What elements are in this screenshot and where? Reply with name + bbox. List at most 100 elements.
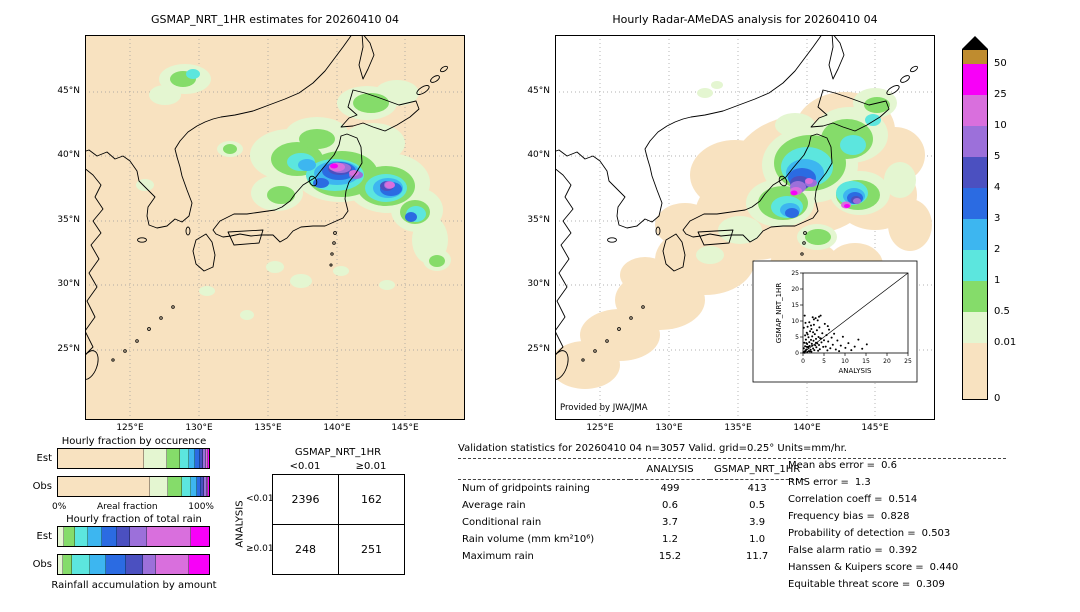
validation-cell-gsmap: 413 <box>747 483 767 494</box>
svg-text:20: 20 <box>883 358 891 365</box>
bar-segment-lightblue <box>190 477 197 496</box>
contingency-cell-miss: 248 <box>272 524 339 575</box>
lat-tick-right: 30°N <box>527 279 550 289</box>
svg-text:10: 10 <box>791 318 799 325</box>
validation-cell-gsmap: 3.9 <box>749 517 766 528</box>
occurrence-bar-est <box>57 448 210 469</box>
contingency-cell-hit: 251 <box>338 524 405 575</box>
rain-accumulation-label: Rainfall accumulation by amount <box>51 580 217 591</box>
colorbar-segment-green <box>963 281 987 312</box>
lat-tick-left: 45°N <box>57 86 80 96</box>
colorbar-tick-label: 3 <box>994 213 1001 224</box>
score-line: Probability of detection = 0.503 <box>788 528 958 545</box>
validation-cell-gsmap: 1.0 <box>749 534 766 545</box>
colorbar-tick-label: 0.5 <box>994 306 1010 317</box>
right-map-title: Hourly Radar-AMeDAS analysis for 2026041… <box>612 13 878 26</box>
inset-x-axis: 0 5 10 15 20 25 <box>801 353 912 365</box>
bar-segment-green <box>168 477 182 496</box>
bar-segment-magenta <box>190 527 209 546</box>
lon-tick-left: 140°E <box>323 423 351 433</box>
validation-row: Conditional rain 3.7 3.9 <box>458 514 804 531</box>
contingency-col-label-ge: ≥0.01 <box>355 461 387 472</box>
score-value: 0.828 <box>880 511 910 522</box>
radar-map-svg: 0 5 10 15 20 25 0 5 10 15 20 25 ANALYSIS GSMAP_NRT… <box>555 35 935 420</box>
svg-text:15: 15 <box>862 358 870 365</box>
contingency-row-axis: ANALYSIS <box>234 500 246 548</box>
title-divider <box>458 458 1006 459</box>
colorbar-tick-label: 4 <box>994 182 1001 193</box>
bar-segment-blue <box>195 449 200 468</box>
svg-text:15: 15 <box>791 302 799 309</box>
bar-segment-lightblue <box>89 555 107 574</box>
score-value: 0.392 <box>888 545 918 556</box>
validation-cell-label: Maximum rain <box>462 551 534 562</box>
validation-cell-analysis: 499 <box>660 483 680 494</box>
score-label: RMS error = <box>788 477 849 488</box>
axis-max-label: 100% <box>188 502 214 512</box>
total-rain-title: Hourly fraction of total rain <box>66 514 202 525</box>
contingency-row-label-ge: ≥0.01 <box>246 544 274 554</box>
validation-cell-analysis: 3.7 <box>662 517 678 528</box>
colorbar-segment-tan <box>963 50 987 64</box>
score-line: Hanssen & Kuipers score = 0.440 <box>788 562 958 579</box>
svg-text:25: 25 <box>904 358 912 365</box>
colorbar-segment-blue <box>963 188 987 219</box>
score-value: 0.6 <box>881 460 897 471</box>
bar-segment-purple <box>142 555 157 574</box>
score-label: False alarm ratio = <box>788 545 883 556</box>
bar-segment-green <box>64 527 75 546</box>
bar-segment-blue <box>101 527 117 546</box>
bar-segment-cyan <box>74 527 89 546</box>
score-value: 1.3 <box>854 477 871 488</box>
contingency-title: GSMAP_NRT_1HR <box>294 447 382 458</box>
bar-segment-magenta <box>208 477 209 496</box>
colorbar-segment-purple <box>963 126 987 157</box>
bar-segment-lightblue <box>189 449 196 468</box>
lat-tick-right: 35°N <box>527 215 550 225</box>
validation-header-empty <box>458 462 630 480</box>
colorbar-tick-label: 0.01 <box>994 337 1017 348</box>
bar-segment-purple <box>202 449 206 468</box>
svg-text:0: 0 <box>801 358 805 365</box>
score-label: Equitable threat score = <box>788 579 911 590</box>
bar-segment-navy <box>199 449 203 468</box>
validation-cell-gsmap: 0.5 <box>749 500 766 511</box>
total-rain-bar-est <box>57 526 210 547</box>
total-obs-label: Obs <box>32 559 52 570</box>
precip-field-gsmap <box>136 64 451 320</box>
lat-tick-left: 40°N <box>57 150 80 160</box>
validation-cell-label: Average rain <box>462 500 526 511</box>
colorbar-segment-peach <box>963 343 987 399</box>
total-est-label: Est <box>36 531 52 542</box>
validation-cell-label: Num of gridpoints raining <box>462 483 590 494</box>
bar-segment-palegreen <box>58 527 65 546</box>
colorbar-segment-cyan <box>963 250 987 281</box>
occurrence-title: Hourly fraction by occurence <box>61 436 207 447</box>
colorbar-tick-label: 1 <box>994 275 1001 286</box>
precip-field-radar <box>696 81 916 264</box>
contingency-grid: 2396 162 248 251 <box>272 474 405 575</box>
scatter-inset: 0 5 10 15 20 25 0 5 10 15 20 25 ANALYSIS GSMAP_NRT… <box>752 260 918 383</box>
validation-cell-analysis: 0.6 <box>662 500 678 511</box>
colorbar-segment-palegreen <box>963 312 987 343</box>
colorbar-tick-label: 5 <box>994 151 1001 162</box>
colorbar-tick-labels: 50 25 10 5 4 3 2 1 0.5 0.01 0 <box>994 49 1036 469</box>
bar-segment-purple <box>130 527 148 546</box>
axis-min-label: 0% <box>52 502 67 512</box>
bar-segment-purple <box>204 477 207 496</box>
lon-tick-left: 135°E <box>254 423 282 433</box>
bar-segment-blue <box>196 477 202 496</box>
colorbar <box>962 36 988 400</box>
inset-xlabel: ANALYSIS <box>838 367 872 375</box>
validation-row: Maximum rain 15.2 11.7 <box>458 548 804 565</box>
scatter-points <box>802 314 868 354</box>
contingency-cell-hit-none: 2396 <box>272 474 339 525</box>
occurrence-est-label: Est <box>36 453 52 464</box>
lon-tick-left: 125°E <box>116 423 144 433</box>
contingency-col-label-lt: <0.01 <box>289 461 321 472</box>
lat-tick-left: 25°N <box>57 344 80 354</box>
areal-fraction-axis: 0% Areal fraction 100% <box>52 502 214 512</box>
axis-mid-label: Areal fraction <box>96 502 158 512</box>
colorbar-segment-navy <box>963 157 987 188</box>
